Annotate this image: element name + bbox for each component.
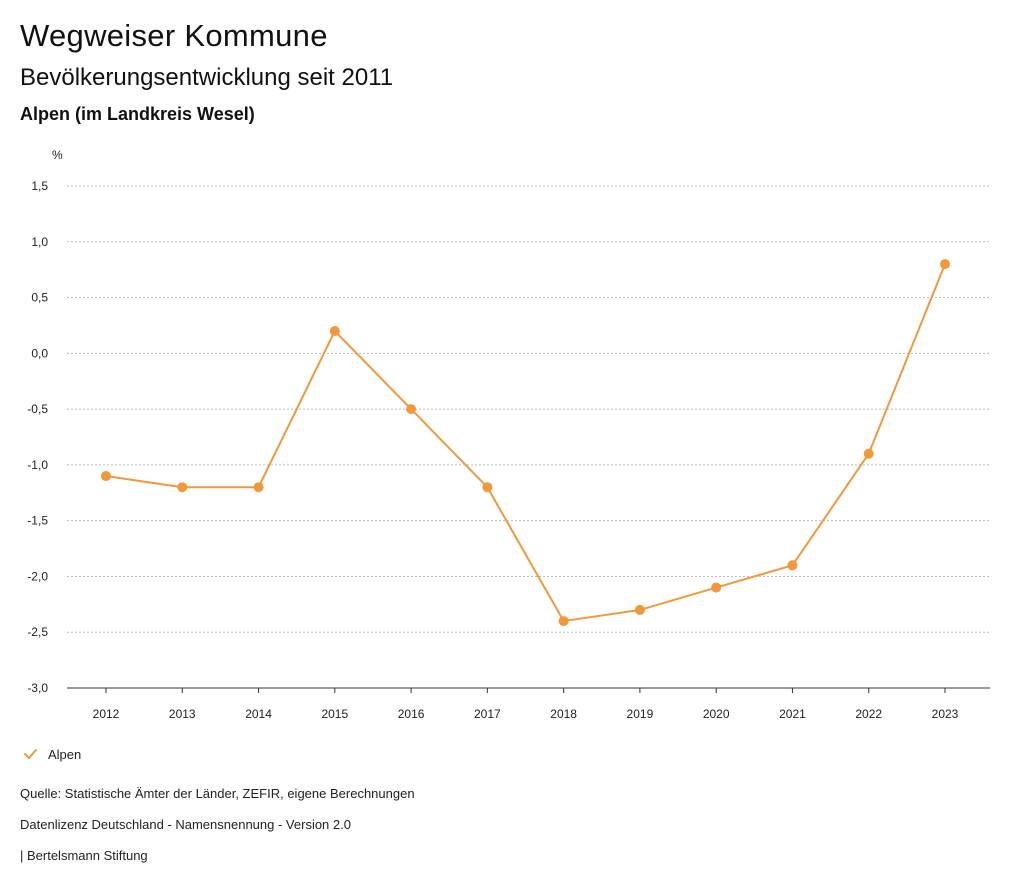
data-point-2014[interactable] — [253, 482, 264, 493]
source-note: Quelle: Statistische Ämter der Länder, Z… — [20, 786, 415, 801]
data-point-2013[interactable] — [177, 482, 188, 493]
data-point-2023[interactable] — [940, 259, 950, 270]
x-tick-label: 2021 — [779, 707, 806, 721]
data-point-2019[interactable] — [634, 604, 645, 615]
x-tick-label: 2015 — [321, 707, 348, 721]
data-point-2022[interactable] — [863, 448, 874, 459]
series-line — [105, 263, 946, 623]
y-tick-label: -2,0 — [27, 569, 48, 583]
x-tick-label: 2017 — [474, 707, 501, 721]
y-tick-label: -1,0 — [27, 458, 48, 472]
publisher-note: | Bertelsmann Stiftung — [20, 848, 148, 863]
chart-location: Alpen (im Landkreis Wesel) — [20, 104, 255, 124]
y-tick-label: 1,5 — [31, 179, 48, 193]
checkmark-icon — [24, 749, 37, 759]
data-point-2017[interactable] — [482, 482, 493, 493]
data-point-2012[interactable] — [101, 471, 111, 482]
y-axis-ticks: 1,5 1,0 0,5 0,0 -0,5 -1,0 -1,5 -2,0 -2,5 -3,0 — [27, 179, 48, 695]
series-alpen — [101, 259, 950, 627]
y-tick-label: -0,5 — [27, 402, 48, 416]
x-tick-label: 2014 — [245, 707, 272, 721]
x-axis: 2012 2013 2014 2015 2016 2017 2018 2019 2020 2021… — [67, 687, 990, 721]
data-point-2016[interactable] — [406, 404, 417, 415]
y-tick-label: -2,5 — [27, 625, 48, 639]
x-tick-label: 2013 — [169, 707, 196, 721]
data-point-2020[interactable] — [711, 582, 722, 593]
legend-item-alpen[interactable]: Alpen — [20, 744, 81, 764]
legend-label: Alpen — [48, 746, 82, 762]
y-tick-label: 0,5 — [31, 291, 48, 305]
y-tick-label: 0,0 — [31, 346, 48, 360]
x-tick-label: 2023 — [932, 707, 959, 721]
y-tick-label: -3,0 — [27, 681, 48, 695]
grid-lines — [67, 185, 990, 633]
y-tick-label: -1,5 — [27, 514, 48, 528]
x-tick-label: 2018 — [550, 707, 577, 721]
x-tick-label: 2022 — [855, 707, 882, 721]
page-title: Wegweiser Kommune — [20, 18, 328, 53]
data-point-2018[interactable] — [558, 616, 569, 627]
x-tick-label: 2020 — [703, 707, 730, 721]
line-chart: % 1,5 1,0 0,5 0,0 -0,5 -1,0 -1,5 -2,0 -2,5 -3,0 2… — [27, 148, 990, 721]
y-tick-label: 1,0 — [31, 235, 48, 249]
chart-subtitle: Bevölkerungsentwicklung seit 2011 — [20, 64, 394, 91]
y-axis-unit-label: % — [52, 148, 63, 162]
data-point-2015[interactable] — [329, 326, 340, 337]
data-point-2021[interactable] — [787, 560, 798, 571]
license-note: Datenlizenz Deutschland - Namensnennung … — [20, 817, 351, 832]
x-tick-label: 2019 — [627, 707, 654, 721]
x-tick-label: 2016 — [398, 707, 425, 721]
x-tick-label: 2012 — [93, 707, 120, 721]
